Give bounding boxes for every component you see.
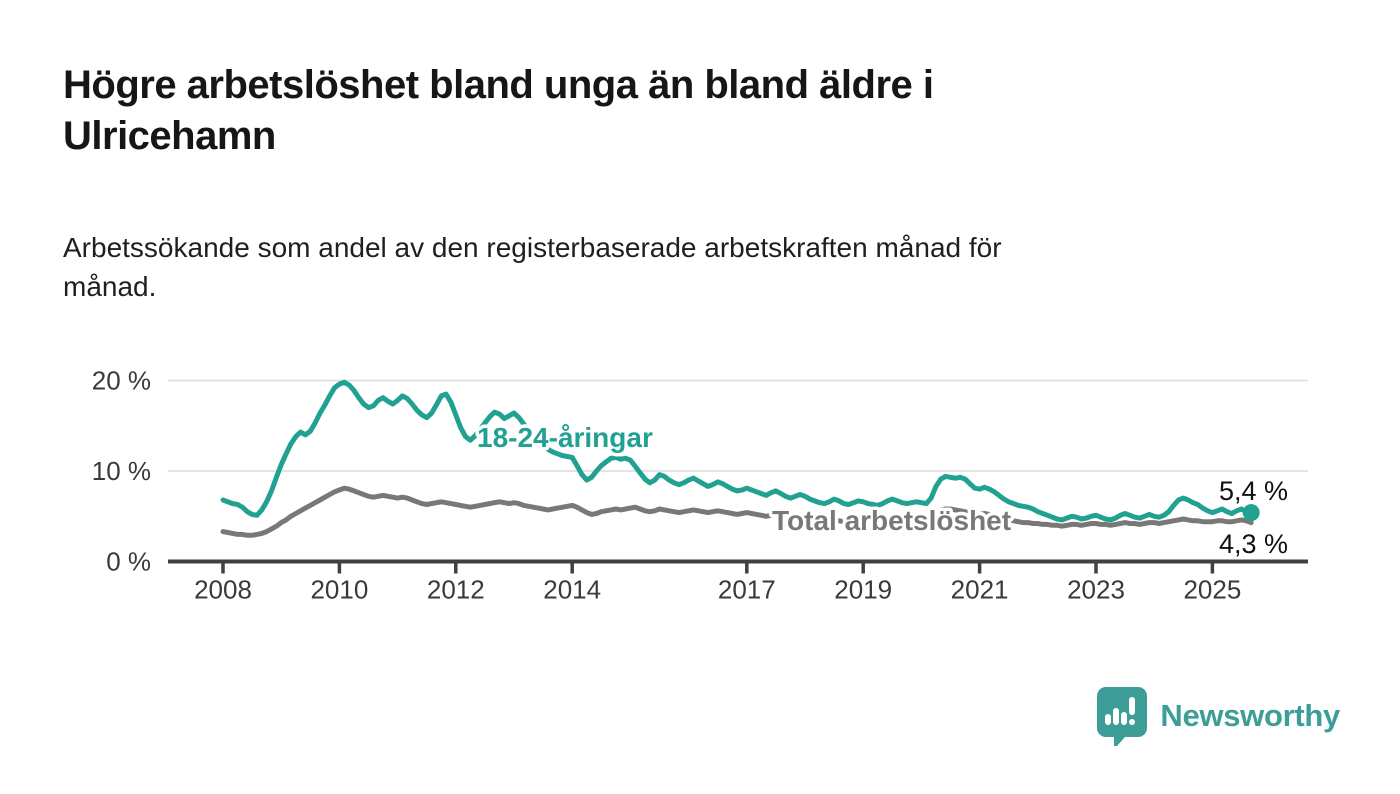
y-axis-tick-label: 0 % (106, 547, 151, 577)
x-axis-tick-label: 2012 (427, 575, 485, 605)
x-axis-tick-label: 2017 (718, 575, 776, 605)
series-line-youth (220, 379, 1254, 523)
series-end-value-label: 4,3 % (1219, 529, 1288, 559)
series-label: 18-24-åringar (477, 422, 653, 453)
series-line-total (220, 485, 1254, 538)
page-title: Högre arbetslöshet bland unga än bland ä… (63, 63, 934, 159)
x-axis-tick-label: 2019 (834, 575, 892, 605)
series-end-dot (1242, 504, 1260, 522)
newsworthy-logo-icon (1097, 687, 1148, 746)
newsworthy-logo-text: Newsworthy (1160, 698, 1340, 733)
series-label: Total arbetslöshet (772, 505, 1011, 536)
x-axis-tick-label: 2025 (1183, 575, 1241, 605)
y-axis-tick-label: 10 % (92, 456, 151, 486)
series-end-value-label: 5,4 % (1219, 476, 1288, 506)
newsworthy-logo: Newsworthy (1096, 686, 1340, 746)
x-axis-tick-label: 2010 (310, 575, 368, 605)
x-axis-tick-label: 2008 (194, 575, 252, 605)
x-axis-tick-label: 2023 (1067, 575, 1125, 605)
x-axis-tick-label: 2021 (951, 575, 1009, 605)
x-axis-tick-label: 2014 (543, 575, 601, 605)
y-axis-tick-label: 20 % (92, 366, 151, 396)
chart-subtitle: Arbetssökande som andel av den registerb… (63, 232, 1002, 303)
